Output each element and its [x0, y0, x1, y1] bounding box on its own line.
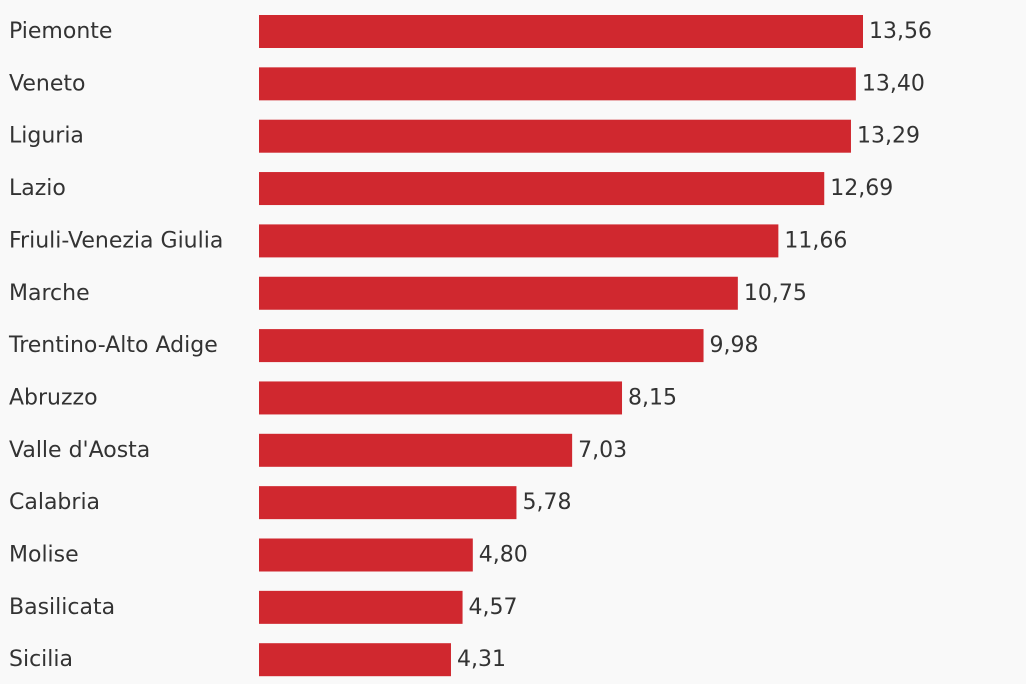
bar-row: Molise 4,80 — [9, 538, 528, 572]
bar-row: Valle d'Aosta 7,03 — [9, 433, 627, 467]
value-label: 4,80 — [479, 543, 528, 568]
bar — [259, 643, 451, 677]
category-label: Lazio — [9, 176, 66, 201]
value-label: 11,66 — [784, 228, 847, 253]
value-label: 13,56 — [869, 19, 932, 44]
bar — [259, 486, 517, 520]
category-label: Basilicata — [9, 595, 115, 620]
bar — [259, 433, 573, 467]
bar — [259, 15, 863, 48]
category-label: Marche — [9, 281, 90, 306]
bar — [259, 329, 704, 363]
category-label: Trentino-Alto Adige — [8, 333, 218, 358]
value-label: 5,78 — [522, 490, 571, 515]
category-label: Piemonte — [9, 19, 112, 44]
bar-row: Veneto 13,40 — [9, 67, 925, 101]
value-label: 13,29 — [857, 124, 920, 149]
category-label: Liguria — [9, 124, 84, 149]
category-label: Veneto — [9, 71, 85, 96]
value-label: 7,03 — [578, 438, 627, 463]
category-label: Valle d'Aosta — [9, 438, 150, 463]
bars-group: Piemonte 13,56 Veneto 13,40 Liguria 13,29 Lazi… — [8, 15, 932, 677]
bar — [259, 119, 851, 153]
bar — [259, 224, 779, 258]
bar-row: Liguria 13,29 — [9, 119, 920, 153]
bar-row: Basilicata 4,57 — [9, 590, 518, 624]
value-label: 10,75 — [744, 281, 807, 306]
bar-row: Calabria 5,78 — [9, 486, 571, 520]
value-label: 8,15 — [628, 385, 677, 410]
category-label: Sicilia — [9, 647, 73, 672]
value-label: 12,69 — [830, 176, 893, 201]
bar-row: Abruzzo 8,15 — [9, 381, 677, 415]
category-label: Molise — [9, 543, 79, 568]
bar — [259, 590, 463, 624]
bar-row: Trentino-Alto Adige 9,98 — [8, 329, 759, 363]
bar — [259, 538, 473, 572]
bar — [259, 381, 623, 415]
bar-row: Marche 10,75 — [9, 276, 807, 310]
category-label: Abruzzo — [9, 385, 98, 410]
bar-row: Piemonte 13,56 — [9, 15, 932, 48]
category-label: Calabria — [9, 490, 100, 515]
category-label: Friuli-Venezia Giulia — [9, 228, 223, 253]
bar — [259, 276, 738, 310]
bar — [259, 172, 825, 206]
bar-row: Sicilia 4,31 — [9, 643, 506, 677]
value-label: 13,40 — [862, 71, 925, 96]
value-label: 4,31 — [457, 647, 506, 672]
value-label: 4,57 — [469, 595, 518, 620]
bar-row: Lazio 12,69 — [9, 172, 893, 206]
bar — [259, 67, 856, 101]
bar-row: Friuli-Venezia Giulia 11,66 — [9, 224, 847, 258]
value-label: 9,98 — [710, 333, 759, 358]
